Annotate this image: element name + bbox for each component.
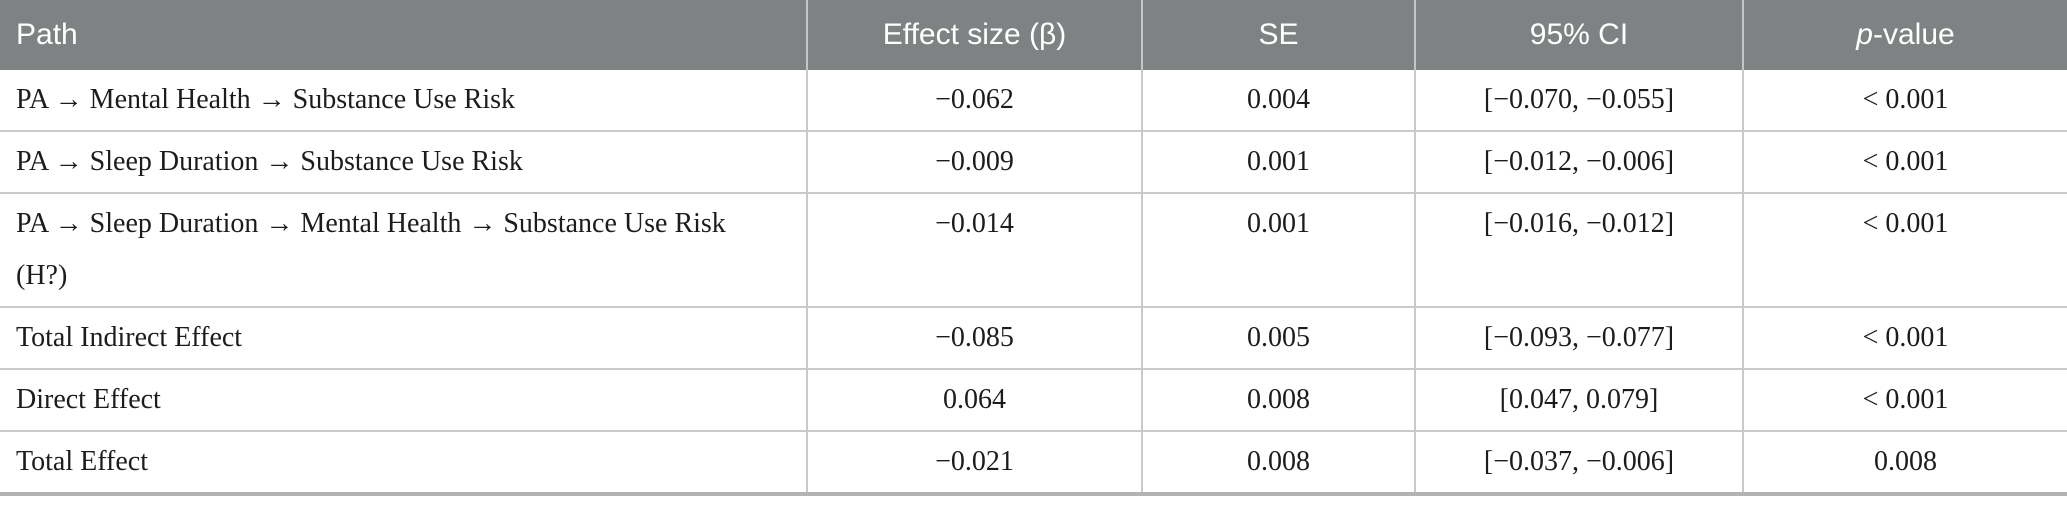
path-cell: PA → Mental Health → Substance Use Risk — [0, 70, 807, 132]
path-text-line1: PA → Sleep Duration → Mental Health → Su… — [16, 208, 726, 239]
path-cell: Direct Effect — [0, 369, 807, 432]
ci-cell: [−0.093, −0.077] — [1414, 307, 1743, 370]
effect-size-cell: −0.062 — [806, 70, 1142, 132]
effect-size-cell: 0.064 — [806, 369, 1142, 432]
col-header-effect-size: Effect size (β) — [806, 0, 1142, 70]
p-value-cell: < 0.001 — [1742, 131, 2067, 194]
table-row: Direct Effect 0.064 0.008 [0.047, 0.079]… — [0, 369, 2067, 432]
p-value-cell: < 0.001 — [1742, 307, 2067, 370]
col-header-p-value: p-value — [1742, 0, 2067, 70]
se-cell: 0.001 — [1141, 193, 1415, 308]
se-cell: 0.008 — [1141, 369, 1415, 432]
ci-cell: [0.047, 0.079] — [1414, 369, 1743, 432]
se-cell: 0.008 — [1141, 431, 1415, 496]
se-cell: 0.005 — [1141, 307, 1415, 370]
effect-size-cell: −0.085 — [806, 307, 1142, 370]
p-value-cell: < 0.001 — [1742, 70, 2067, 132]
path-cell: PA → Sleep Duration → Substance Use Risk — [0, 131, 807, 194]
ci-cell: [−0.037, −0.006] — [1414, 431, 1743, 496]
effect-size-cell: −0.014 — [806, 193, 1142, 308]
col-header-path: Path — [0, 0, 807, 70]
effect-size-cell: −0.021 — [806, 431, 1142, 496]
p-value-suffix: -value — [1872, 18, 1955, 51]
se-cell: 0.004 — [1141, 70, 1415, 132]
table-row: PA → Mental Health → Substance Use Risk … — [0, 70, 2067, 132]
path-text-line2: (H?) — [16, 260, 68, 291]
table-row: Total Indirect Effect −0.085 0.005 [−0.0… — [0, 307, 2067, 370]
path-analysis-results-table: Path Effect size (β) SE 95% CI p-value P… — [0, 0, 2067, 496]
effect-size-cell: −0.009 — [806, 131, 1142, 194]
ci-cell: [−0.012, −0.006] — [1414, 131, 1743, 194]
p-value-italic-p: p — [1856, 18, 1873, 51]
table-header: Path Effect size (β) SE 95% CI p-value — [0, 0, 2067, 70]
table-row: PA → Sleep Duration → Mental Health → Su… — [0, 193, 2067, 308]
header-row: Path Effect size (β) SE 95% CI p-value — [0, 0, 2067, 70]
p-value-cell: 0.008 — [1742, 431, 2067, 496]
p-value-cell: < 0.001 — [1742, 193, 2067, 308]
table-row: PA → Sleep Duration → Substance Use Risk… — [0, 131, 2067, 194]
se-cell: 0.001 — [1141, 131, 1415, 194]
path-cell: PA → Sleep Duration → Mental Health → Su… — [0, 193, 807, 308]
path-cell: Total Indirect Effect — [0, 307, 807, 370]
p-value-cell: < 0.001 — [1742, 369, 2067, 432]
col-header-se: SE — [1141, 0, 1415, 70]
ci-cell: [−0.070, −0.055] — [1414, 70, 1743, 132]
ci-cell: [−0.016, −0.012] — [1414, 193, 1743, 308]
table-row: Total Effect −0.021 0.008 [−0.037, −0.00… — [0, 431, 2067, 496]
path-cell: Total Effect — [0, 431, 807, 496]
col-header-ci: 95% CI — [1414, 0, 1743, 70]
table-body: PA → Mental Health → Substance Use Risk … — [0, 70, 2067, 496]
